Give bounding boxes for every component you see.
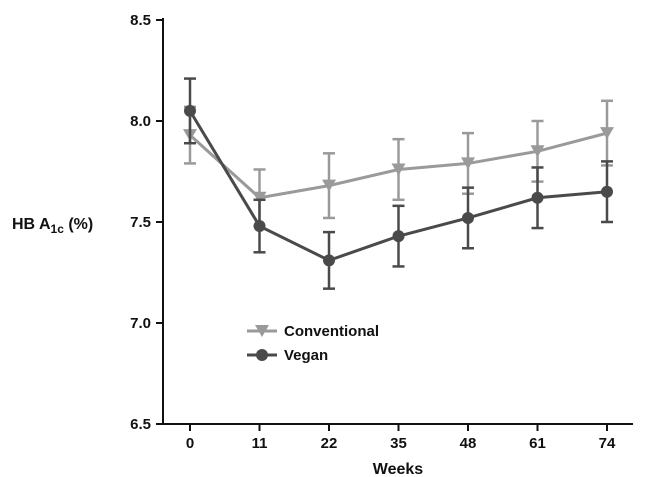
- y-tick-label: 6.5: [130, 416, 151, 433]
- y-tick-label: 8.5: [130, 12, 151, 29]
- series-layer: [183, 77, 614, 290]
- y-tick-label: 7.5: [130, 214, 151, 231]
- y-ticks: 6.5 7.0 7.5 8.0 8.5: [130, 12, 163, 433]
- x-tick-label: 61: [529, 435, 546, 452]
- data-point-conventional: [391, 163, 406, 176]
- legend-item-conventional: Conventional: [247, 323, 379, 340]
- data-point-vegan: [601, 185, 613, 198]
- data-point-vegan: [323, 254, 335, 267]
- x-tick-label: 48: [460, 435, 477, 452]
- x-tick-label: 74: [599, 435, 616, 452]
- x-tick-label: 22: [321, 435, 338, 452]
- x-tick-label: 11: [252, 435, 268, 452]
- x-ticks: 0 11 22 35 48 61 74: [186, 424, 616, 452]
- legend: Conventional Vegan: [247, 323, 379, 364]
- legend-label-vegan: Vegan: [284, 347, 328, 364]
- y-axis-title-main: HB A: [12, 216, 51, 233]
- y-tick-label: 8.0: [130, 113, 151, 130]
- series-conventional: [183, 99, 614, 228]
- y-axis-title-tail: (%): [64, 216, 93, 233]
- series-vegan: [184, 77, 613, 290]
- y-axis-title-sub: 1c: [51, 222, 65, 236]
- y-axis-title: HB A1c (%): [12, 216, 93, 236]
- legend-marker-conventional: [255, 325, 269, 337]
- data-point-vegan: [184, 104, 196, 117]
- data-point-conventional: [322, 179, 336, 192]
- data-point-conventional: [530, 145, 545, 158]
- x-axis-title: Weeks: [373, 461, 424, 477]
- data-point-conventional: [461, 157, 475, 170]
- y-tick-label: 7.0: [130, 315, 151, 332]
- data-point-vegan: [531, 191, 544, 204]
- legend-item-vegan: Vegan: [247, 347, 328, 364]
- data-point-vegan: [462, 211, 474, 224]
- legend-label-conventional: Conventional: [284, 323, 379, 340]
- legend-marker-vegan: [256, 349, 268, 361]
- data-point-conventional: [252, 191, 267, 204]
- x-tick-label: 35: [390, 435, 407, 452]
- data-point-vegan: [392, 230, 405, 243]
- data-point-vegan: [253, 220, 266, 233]
- x-tick-label: 0: [186, 435, 194, 452]
- data-point-conventional: [600, 127, 614, 140]
